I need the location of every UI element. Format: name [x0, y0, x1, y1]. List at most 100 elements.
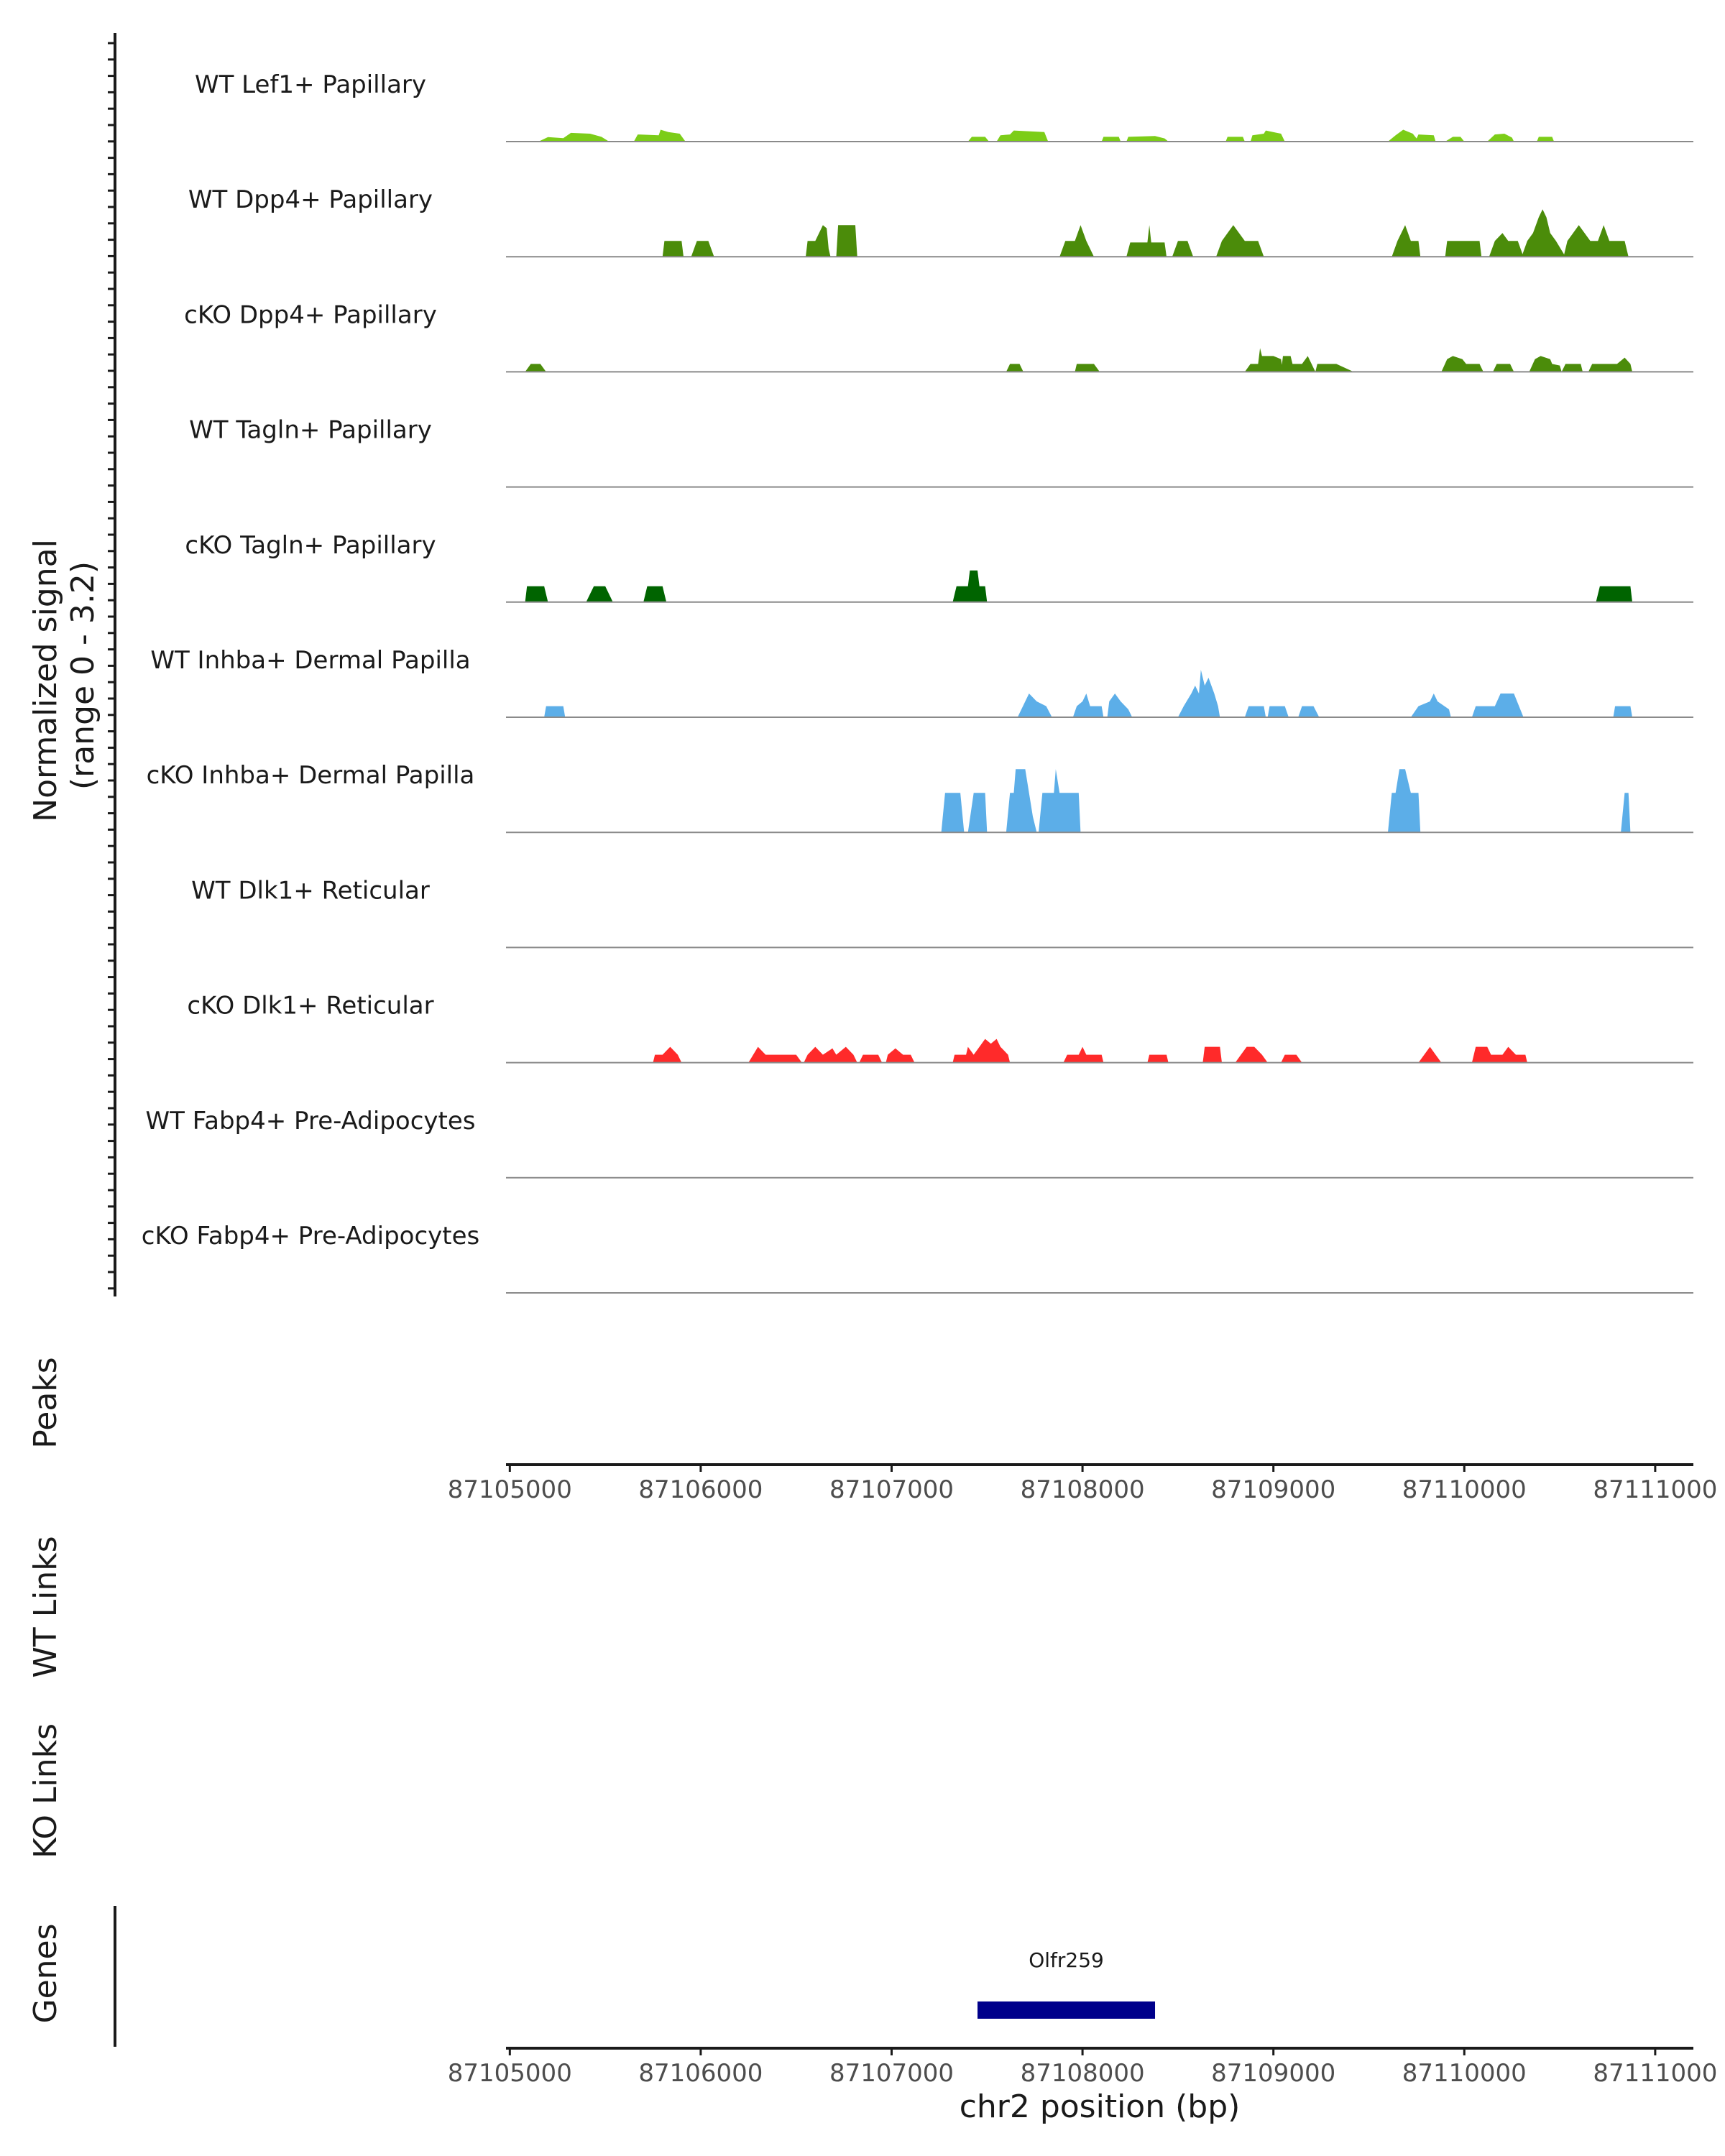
coverage-area — [859, 1054, 883, 1063]
coverage-area — [1147, 1054, 1169, 1063]
peaks-x-axis: 87105000 87106000 87107000 87108000 87109000… — [448, 1465, 1717, 1504]
track-label: WT Dlk1+ Reticular — [191, 876, 430, 905]
coverage-area — [1172, 241, 1194, 257]
coverage-area — [643, 586, 667, 602]
track: cKO Dlk1+ Reticular — [187, 992, 1693, 1064]
track: WT Dpp4+ Papillary — [188, 185, 1693, 258]
coverage-area — [1388, 769, 1421, 833]
x-tick-label: 87108000 — [1021, 1475, 1145, 1504]
coverage-area — [662, 241, 684, 257]
coverage-area — [1588, 357, 1632, 372]
coverage-area — [1315, 364, 1354, 372]
coverage-area — [952, 1038, 1011, 1063]
coverage-area — [804, 1046, 857, 1063]
track: WT Tagln+ Papillary — [189, 416, 1693, 488]
coverage-area — [1410, 694, 1451, 717]
x-tick-label: 87110000 — [1402, 1475, 1527, 1504]
gene-body — [978, 2001, 1156, 2019]
y-axis-label: Normalized signal (range 0 - 3.2) — [27, 529, 101, 822]
coverage-area — [1621, 793, 1631, 833]
coverage-area — [996, 130, 1049, 142]
coverage-area — [1445, 137, 1465, 142]
coverage-area — [653, 1046, 682, 1063]
coverage-area — [1493, 364, 1514, 372]
coverage-area — [967, 137, 989, 142]
track-label: cKO Inhba+ Dermal Papilla — [147, 761, 475, 790]
track: cKO Dpp4+ Papillary — [184, 300, 1693, 373]
coverage-area — [967, 793, 988, 833]
coverage-area — [1471, 694, 1524, 717]
coverage-area — [586, 586, 613, 602]
y-axis-label-line-1: Normalized signal — [27, 539, 64, 822]
coverage-area — [1445, 241, 1482, 257]
coverage-area — [1281, 1054, 1302, 1063]
coverage-tracks: WT Lef1+ Papillary WT Dpp4+ Papillary cKO … — [142, 70, 1693, 1294]
x-tick-label: 87111000 — [1593, 1475, 1717, 1504]
x-axis-title: chr2 position (bp) — [960, 2088, 1241, 2125]
coverage-area — [633, 129, 686, 142]
coverage-area — [1235, 1046, 1268, 1063]
coverage-area — [1267, 706, 1289, 717]
coverage-area — [1392, 225, 1421, 257]
track-label: cKO Tagln+ Papillary — [185, 531, 436, 560]
coverage-area — [1006, 769, 1037, 833]
track: WT Fabp4+ Pre-Adipocytes — [146, 1107, 1693, 1179]
x-tick-label: 87110000 — [1402, 2059, 1527, 2088]
coverage-area — [1177, 670, 1220, 717]
track: WT Lef1+ Papillary — [195, 70, 1693, 142]
coverage-area — [1101, 136, 1169, 142]
track-label: WT Tagln+ Papillary — [189, 416, 432, 445]
track: WT Inhba+ Dermal Papilla — [150, 646, 1693, 718]
coverage-area — [1059, 225, 1094, 257]
genes-panel-label: Genes — [27, 1923, 64, 2023]
coverage-area — [1072, 694, 1104, 717]
track: cKO Inhba+ Dermal Papilla — [147, 761, 1693, 834]
coverage-area — [1202, 1046, 1222, 1063]
track: cKO Tagln+ Papillary — [185, 531, 1693, 603]
x-tick-label: 87109000 — [1211, 1475, 1335, 1504]
coverage-area — [1388, 129, 1436, 142]
track-label: WT Dpp4+ Papillary — [188, 185, 433, 214]
x-tick-label: 87107000 — [829, 2059, 954, 2088]
coverage-area — [748, 1046, 802, 1063]
coverage-area — [691, 241, 714, 257]
coverage-area — [1063, 1046, 1104, 1063]
coverage-area — [1107, 694, 1133, 717]
coverage-area — [941, 793, 965, 833]
coverage-area — [1529, 356, 1562, 372]
coverage-area — [1563, 225, 1629, 257]
coverage-area — [544, 706, 566, 717]
coverage-area — [952, 570, 988, 602]
coverage-area — [1537, 137, 1555, 142]
track-label: WT Lef1+ Papillary — [195, 70, 426, 99]
coverage-area — [1613, 706, 1632, 717]
coverage-area — [1006, 364, 1024, 372]
y-axis-label-line-2: (range 0 - 3.2) — [65, 561, 101, 790]
x-tick-label: 87109000 — [1211, 2059, 1335, 2088]
coverage-area — [1244, 706, 1266, 717]
x-tick-label: 87108000 — [1021, 2059, 1145, 2088]
coverage-area — [1017, 694, 1052, 717]
wt-links-panel-label: WT Links — [27, 1536, 64, 1677]
coverage-area — [836, 225, 857, 257]
coverage-area — [1039, 769, 1081, 833]
coverage-area — [1244, 348, 1283, 372]
track: cKO Fabp4+ Pre-Adipocytes — [142, 1222, 1693, 1294]
coverage-area — [1522, 209, 1566, 257]
coverage-area — [1487, 134, 1514, 142]
x-tick-label: 87105000 — [448, 1475, 572, 1504]
coverage-area — [886, 1048, 915, 1063]
coverage-area — [1441, 356, 1484, 372]
coverage-y-ticks — [108, 42, 115, 1290]
coverage-area — [1216, 225, 1264, 257]
coverage-area — [1596, 586, 1632, 602]
gene-track: Olfr259 — [978, 1948, 1156, 2019]
coverage-area — [806, 225, 831, 257]
coverage-area — [1418, 1046, 1442, 1063]
coverage-area — [1075, 364, 1100, 372]
track-label: cKO Dlk1+ Reticular — [187, 992, 433, 1021]
peaks-panel-label: Peaks — [27, 1357, 64, 1448]
coverage-area — [1489, 233, 1524, 257]
